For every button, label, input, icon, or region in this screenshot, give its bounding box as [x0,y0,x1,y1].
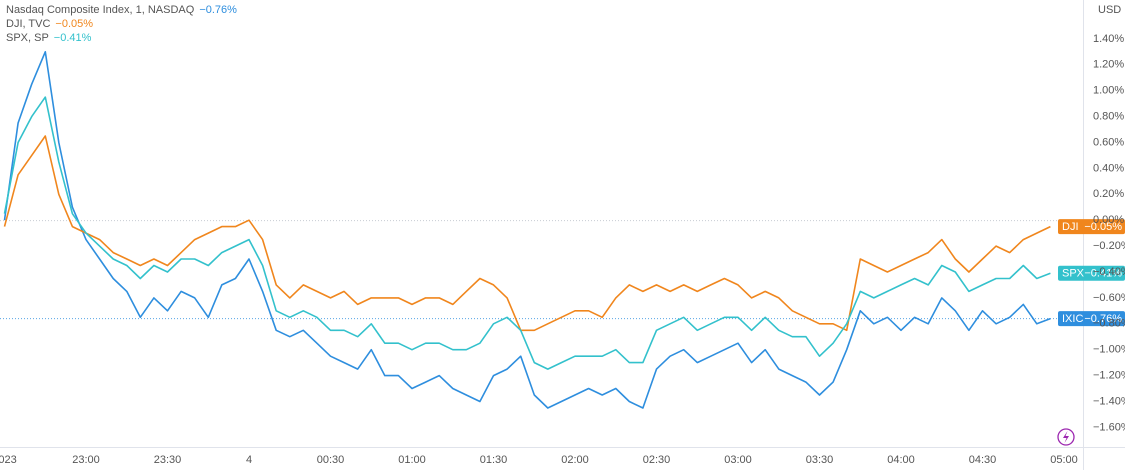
replay-icon[interactable] [1057,428,1075,446]
x-tick-label: 03:00 [724,454,752,466]
price-tag: SPX −0.41% [1058,265,1125,281]
legend-label: Nasdaq Composite Index, 1, NASDAQ [6,4,195,16]
price-tag-bg [1058,311,1125,327]
x-tick-label: 2023 [0,454,17,466]
y-tick-label: −0.60% [1093,292,1125,304]
x-tick-label: 01:00 [398,454,426,466]
price-tag-value: −0.76% [1084,313,1122,325]
y-tick-label: 0.00% [1093,214,1124,226]
price-tag-bg [1058,265,1125,281]
y-tick-label: 0.80% [1093,110,1124,122]
y-tick-label: −1.00% [1093,344,1125,356]
price-tags: IXIC −0.76% DJI −0.05% SPX −0.41% [1058,219,1125,327]
y-tick-label: −1.40% [1093,395,1125,407]
x-tick-label: 04:30 [969,454,997,466]
y-tick-label: −1.20% [1093,369,1125,381]
series-line [3,51,1051,409]
y-tick-label: −1.60% [1093,421,1125,433]
y-tick-label: 0.40% [1093,162,1124,174]
y-tick-label: 1.20% [1093,59,1124,71]
lightning-icon [1063,431,1069,443]
x-tick-label: 05:00 [1050,454,1078,466]
x-tick-label: 23:00 [72,454,100,466]
price-tag-bg [1058,219,1125,235]
x-tick-label: 02:30 [643,454,671,466]
price-tag: IXIC −0.76% [1058,311,1125,327]
legend-change: −0.41% [54,32,92,44]
price-tag: DJI −0.05% [1058,219,1125,235]
x-tick-label: 00:30 [317,454,345,466]
x-tick-label: 01:30 [480,454,508,466]
price-tag-value: −0.05% [1084,221,1122,233]
legend-change: −0.76% [199,4,237,16]
price-tag-symbol: IXIC [1062,313,1083,325]
x-tick-label: 04:00 [887,454,915,466]
y-tick-label: 0.60% [1093,136,1124,148]
y-tick-label: 1.00% [1093,85,1124,97]
y-tick-label: −0.20% [1093,240,1125,252]
price-tag-symbol: SPX [1062,268,1085,280]
legend-label: SPX, SP [6,32,49,44]
y-tick-label: 1.40% [1093,33,1124,45]
y-tick-label: 0.20% [1093,188,1124,200]
y-tick-label: −0.80% [1093,318,1125,330]
price-tag-symbol: DJI [1062,221,1079,233]
x-tick-label: 4 [246,454,252,466]
legend-change: −0.05% [55,18,93,30]
series-line [3,96,1051,370]
plot-area [0,51,1083,409]
y-tick-label: −0.40% [1093,266,1125,278]
x-tick-label: 02:00 [561,454,589,466]
price-tag-value: −0.41% [1084,268,1122,280]
legend-label: DJI, TVC [6,18,50,30]
series-line [3,135,1051,332]
x-tick-label: 23:30 [154,454,182,466]
y-axis-label: USD [1098,4,1121,16]
x-tick-label: 03:30 [806,454,834,466]
legend: Nasdaq Composite Index, 1, NASDAQ −0.76% D… [6,4,237,44]
